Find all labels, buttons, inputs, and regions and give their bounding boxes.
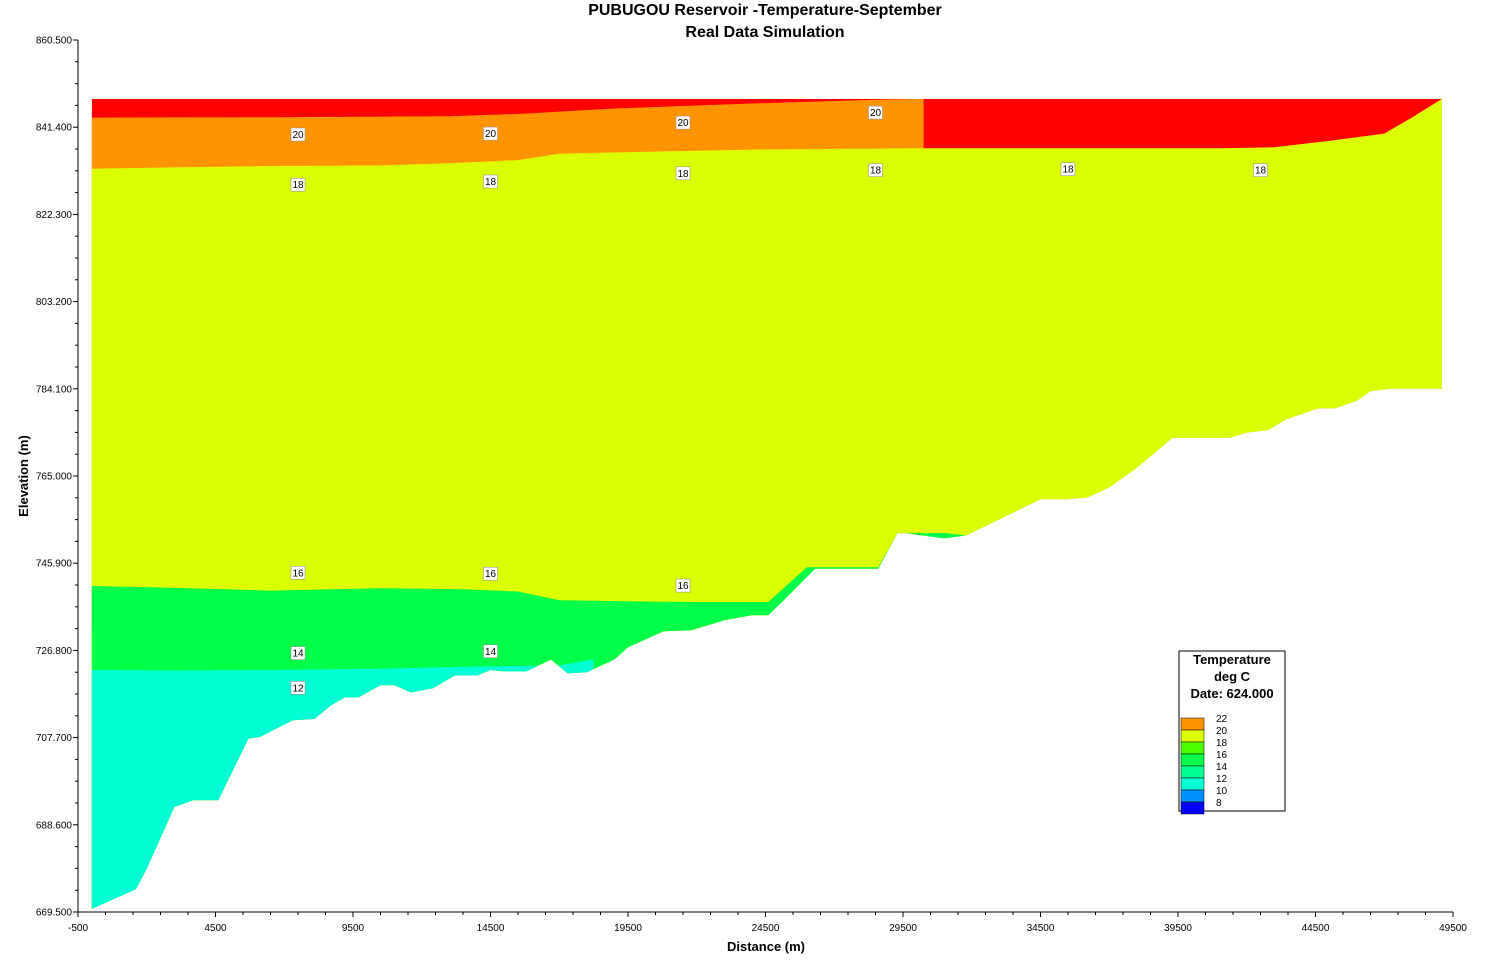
legend-swatch (1180, 753, 1205, 767)
y-tick-label: 745.900 (36, 559, 73, 570)
legend-entry-label: 8 (1216, 798, 1222, 809)
y-tick-label: 765.000 (36, 472, 73, 483)
legend-entry-label: 12 (1216, 774, 1228, 785)
legend-entry-label: 18 (1216, 738, 1228, 749)
contour-label: 16 (675, 578, 691, 593)
y-tick-label: 841.400 (36, 123, 73, 134)
svg-text:18: 18 (485, 177, 497, 188)
x-tick-label: -500 (68, 923, 88, 934)
contour-label: 18 (483, 174, 498, 189)
contour-label: 14 (290, 646, 306, 660)
svg-text:16: 16 (292, 568, 304, 579)
x-tick-label: 24500 (752, 923, 780, 934)
legend-swatch (1180, 789, 1205, 803)
chart-title: PUBUGOU Reservoir -Temperature-September (588, 2, 942, 19)
legend-swatch (1180, 717, 1205, 731)
x-tick-label: 19500 (614, 923, 642, 934)
y-tick-label: 784.100 (36, 384, 73, 395)
legend-entry-label: 16 (1216, 750, 1228, 761)
temperature-band-12 (91, 659, 594, 909)
contour-label: 18 (1060, 162, 1076, 176)
x-tick-label: 39500 (1164, 923, 1192, 934)
legend-entry-label: 20 (1216, 726, 1228, 737)
x-tick-label: 34500 (1027, 923, 1055, 934)
svg-text:18: 18 (1255, 166, 1267, 177)
x-tick-label: 4500 (204, 923, 227, 934)
contour-label: 12 (290, 681, 306, 695)
x-tick-label: 29500 (889, 923, 917, 934)
contour-labels: 20 20 20 20 18 18 18 18 18 18 16 16 16 14 14 12 (290, 105, 1268, 695)
axes: 669.500 688.600 707.700 726.800 745.900 765.0… (36, 36, 1467, 935)
contour-label: 20 (868, 105, 883, 120)
contour-label: 20 (675, 115, 691, 130)
y-tick-label: 688.600 (36, 820, 73, 831)
svg-text:16: 16 (485, 569, 497, 580)
y-tick-label: 726.800 (36, 646, 73, 657)
legend-swatch (1180, 765, 1205, 779)
legend-entry-label: 14 (1216, 762, 1228, 773)
contour-label: 16 (290, 566, 306, 580)
legend-title-line: Temperature (1193, 652, 1271, 667)
y-tick-label: 803.200 (36, 297, 73, 308)
contour-label: 18 (1253, 163, 1268, 177)
svg-text:14: 14 (292, 649, 304, 660)
contour-label: 20 (290, 127, 306, 142)
legend-swatch (1180, 777, 1205, 791)
legend-title-line: deg C (1214, 669, 1251, 684)
contour-label: 18 (675, 166, 691, 181)
svg-text:20: 20 (485, 129, 497, 140)
y-tick-label: 707.700 (36, 733, 73, 744)
y-tick-label: 669.500 (36, 908, 73, 919)
svg-text:20: 20 (870, 108, 882, 119)
legend-swatch (1180, 729, 1205, 743)
svg-text:20: 20 (677, 118, 689, 129)
svg-text:18: 18 (870, 166, 882, 177)
x-tick-label: 44500 (1302, 923, 1330, 934)
svg-text:18: 18 (1062, 165, 1074, 176)
svg-text:18: 18 (292, 180, 304, 191)
svg-text:14: 14 (485, 647, 497, 658)
legend-entry-label: 10 (1216, 786, 1228, 797)
legend-swatch (1180, 801, 1205, 815)
x-axis-label: Distance (m) (727, 939, 805, 954)
svg-text:16: 16 (677, 581, 689, 592)
chart-subtitle: Real Data Simulation (685, 24, 844, 41)
y-tick-label: 822.300 (36, 210, 73, 221)
x-tick-label: 14500 (477, 923, 505, 934)
x-tick-label: 9500 (342, 923, 365, 934)
legend-entry-label: 22 (1216, 714, 1228, 725)
y-tick-label: 860.500 (36, 36, 73, 47)
y-axis-label: Elevation (m) (16, 435, 31, 517)
svg-text:12: 12 (292, 683, 304, 694)
svg-text:18: 18 (677, 169, 689, 180)
x-tick-label: 49500 (1439, 923, 1467, 934)
contour-label: 20 (483, 126, 498, 141)
legend-swatch (1180, 741, 1205, 755)
contour-label: 18 (290, 177, 306, 192)
contour-label: 18 (868, 163, 883, 177)
legend-title-line: Date: 624.000 (1190, 686, 1273, 701)
contour-label: 14 (483, 644, 498, 659)
svg-text:20: 20 (292, 130, 304, 141)
contour-label: 16 (483, 566, 498, 581)
